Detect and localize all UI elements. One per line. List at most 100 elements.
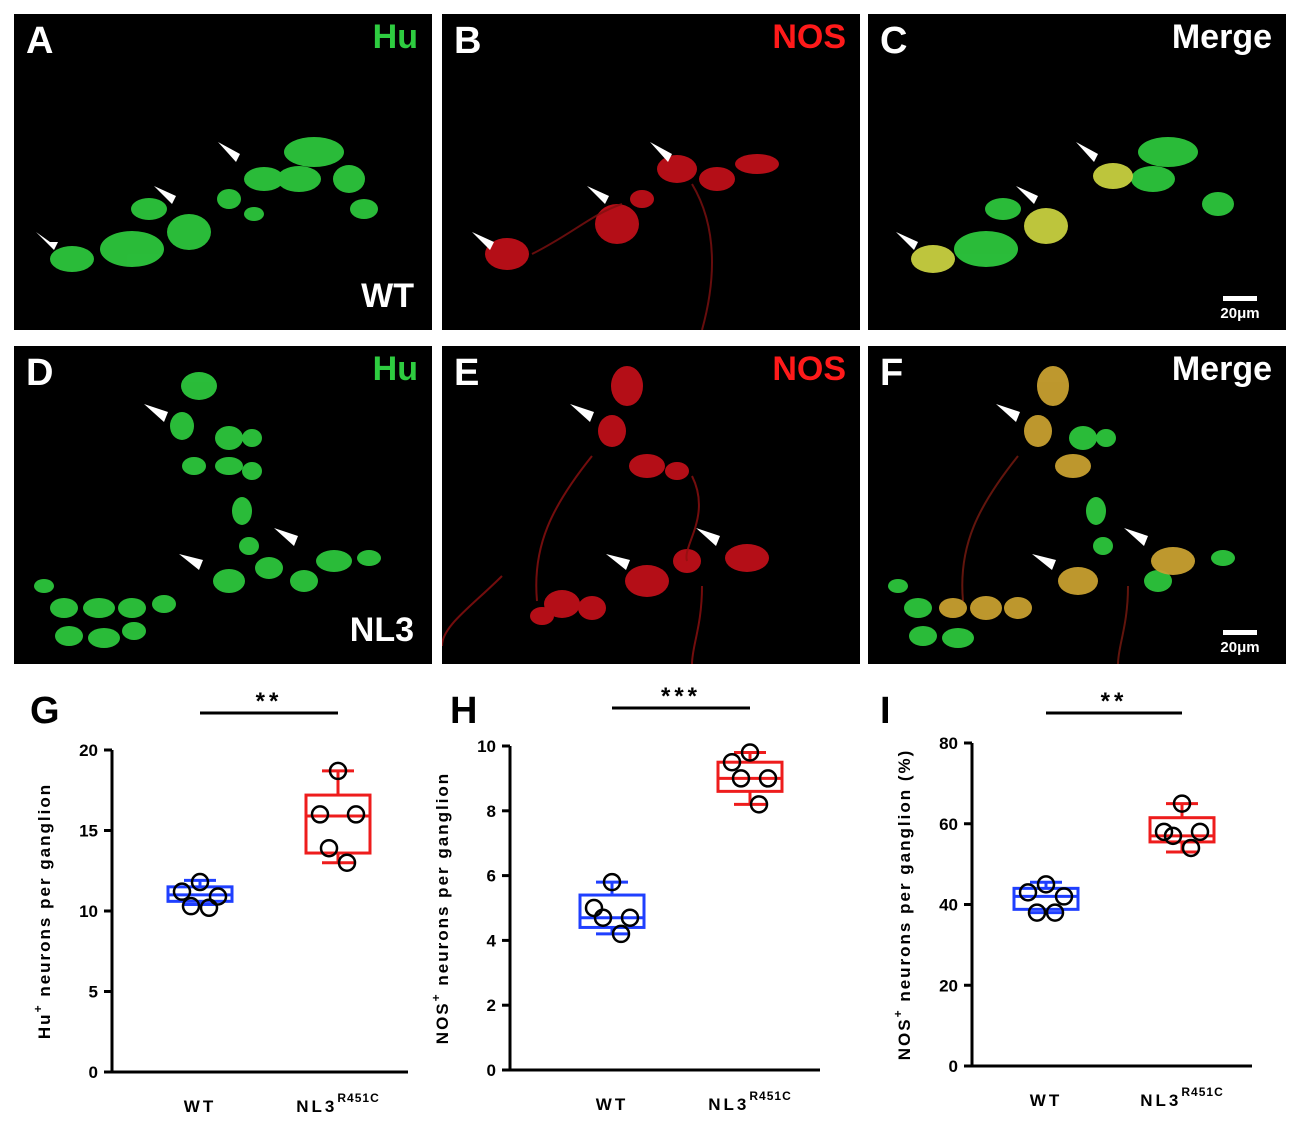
scale-label: 20μm — [1220, 639, 1260, 656]
stain-label: NOS — [772, 350, 846, 388]
hu-stain-image-wt — [36, 137, 378, 272]
data-point — [181, 896, 201, 916]
data-point — [1163, 826, 1183, 846]
y-tick-label: 2 — [487, 996, 496, 1015]
data-point — [1154, 822, 1174, 842]
significance-stars: ** — [256, 688, 283, 715]
nos-stain-image-nl3 — [442, 366, 769, 664]
box-iqr — [578, 893, 646, 929]
box-iqr — [1148, 816, 1216, 844]
y-axis-label: NOS+ neurons per ganglion — [429, 772, 452, 1044]
box-plot-nos-neurons: 0 2 4 6 8 10 NOS+ neurons per ganglion WT NL3R45… — [429, 680, 860, 1130]
stain-label: Hu — [372, 350, 418, 388]
scale-bar: 20μm — [1210, 630, 1270, 656]
x-category-label: WT — [596, 1095, 628, 1114]
data-point — [740, 743, 760, 762]
stain-label: NOS — [772, 18, 846, 56]
x-category-label: NL3R451C — [1140, 1085, 1223, 1110]
data-point — [310, 805, 330, 824]
panel-letter: E — [454, 352, 480, 394]
data-point — [584, 898, 604, 918]
data-point — [1054, 887, 1074, 906]
panel-letter: G — [30, 690, 60, 732]
stain-label: Merge — [1171, 18, 1272, 56]
chart-svg: 0 5 10 15 20 Hu+ neurons per ganglion WT NL3R45… — [31, 688, 408, 1116]
data-point — [1027, 903, 1047, 922]
data-point — [328, 761, 348, 781]
y-tick-label: 0 — [89, 1063, 98, 1082]
stain-label: Hu — [372, 18, 418, 56]
y-axis-label: NOS+ neurons per ganglion (%) — [891, 749, 914, 1061]
data-point — [602, 872, 622, 892]
micrograph-panel-f: F Merge 20μm — [868, 346, 1286, 664]
micrograph-panel-b: B NOS — [442, 14, 860, 330]
scale-label: 20μm — [1220, 305, 1260, 322]
data-point — [1181, 838, 1201, 858]
y-tick-label: 5 — [89, 983, 98, 1002]
x-category-label: NL3R451C — [708, 1089, 791, 1114]
panel-letter: A — [26, 20, 54, 62]
box-iqr — [304, 793, 372, 855]
stain-label: Merge — [1171, 350, 1272, 388]
data-point — [199, 898, 219, 918]
significance-stars: *** — [661, 683, 701, 710]
chart-svg: 0 20 40 60 80 NOS+ neurons per ganglion (%) WT… — [891, 688, 1252, 1110]
box-plot-nos-percent: 0 20 40 60 80 NOS+ neurons per ganglion (%) WT… — [860, 680, 1290, 1130]
scale-bar: 20μm — [1210, 296, 1270, 322]
y-tick-label: 10 — [79, 902, 98, 921]
y-tick-label: 20 — [79, 741, 98, 760]
data-point — [722, 752, 742, 772]
micrograph-panel-e: E NOS — [442, 346, 860, 664]
x-category-label: NL3R451C — [296, 1091, 379, 1116]
panel-letter: C — [880, 20, 908, 62]
panel-letter: D — [26, 352, 54, 394]
y-tick-label: 10 — [477, 737, 496, 756]
data-point — [1045, 903, 1065, 922]
chart-svg: 0 2 4 6 8 10 NOS+ neurons per ganglion WT NL3R45… — [429, 683, 820, 1114]
data-point — [1036, 875, 1056, 894]
hu-stain-image-nl3 — [34, 372, 381, 648]
nos-stain-image-wt — [472, 142, 779, 330]
panel-letter: B — [454, 20, 482, 62]
panel-letter: I — [880, 690, 891, 732]
y-tick-label: 0 — [487, 1061, 496, 1080]
box-plot-hu-neurons: 0 5 10 15 20 Hu+ neurons per ganglion WT NL3R45… — [0, 680, 430, 1130]
y-tick-label: 15 — [79, 822, 98, 841]
data-point — [749, 795, 769, 814]
y-tick-label: 80 — [939, 734, 958, 753]
data-point — [172, 882, 192, 901]
data-point — [346, 805, 366, 824]
box-iqr — [1012, 886, 1080, 911]
box-iqr — [716, 760, 784, 793]
y-tick-label: 6 — [487, 867, 496, 886]
genotype-label: WT — [361, 277, 414, 315]
data-point — [1018, 883, 1038, 902]
y-axis-label: Hu+ neurons per ganglion — [31, 783, 54, 1039]
data-point — [319, 838, 339, 858]
data-point — [620, 908, 640, 927]
micrograph-panel-a: A Hu WT — [14, 14, 432, 330]
data-point — [731, 769, 751, 788]
data-point — [337, 853, 357, 872]
micrograph-panel-c: C Merge 20μm — [868, 14, 1286, 330]
y-tick-label: 0 — [949, 1057, 958, 1076]
y-tick-label: 8 — [487, 802, 496, 821]
merge-image-nl3 — [888, 366, 1235, 664]
y-tick-label: 40 — [939, 896, 958, 915]
x-category-label: WT — [184, 1097, 216, 1116]
x-category-label: WT — [1030, 1091, 1062, 1110]
significance-stars: ** — [1101, 688, 1128, 715]
data-point — [190, 872, 210, 892]
data-point — [1172, 794, 1192, 813]
merge-image-wt — [896, 137, 1234, 273]
data-point — [758, 769, 778, 788]
data-point — [1190, 822, 1210, 842]
micrograph-panel-d: D Hu NL3 — [14, 346, 432, 664]
data-point — [208, 887, 228, 906]
y-tick-label: 60 — [939, 815, 958, 834]
data-point — [593, 908, 613, 927]
panel-letter: F — [880, 352, 904, 394]
panel-letter: H — [450, 690, 478, 732]
data-point — [611, 924, 631, 944]
y-tick-label: 20 — [939, 976, 958, 995]
